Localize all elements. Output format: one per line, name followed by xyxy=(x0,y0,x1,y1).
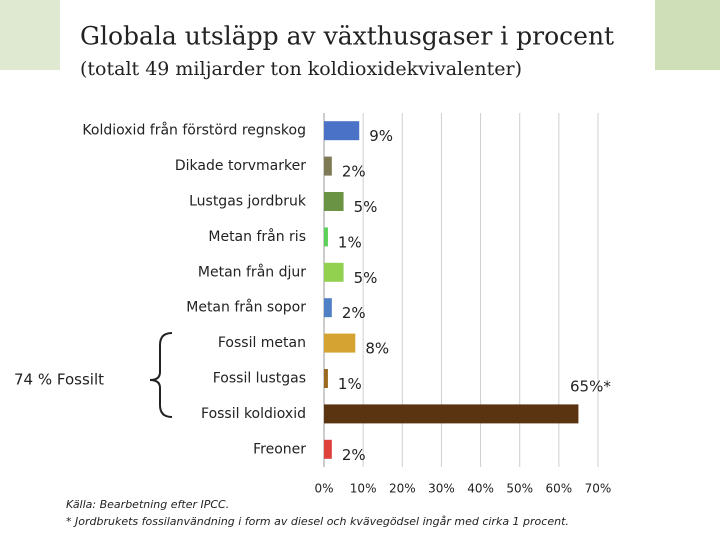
x-tick-label: 10% xyxy=(350,482,377,496)
x-tick-label: 30% xyxy=(428,482,455,496)
value-label: 2% xyxy=(342,163,366,181)
value-label: 8% xyxy=(365,340,389,358)
x-tick-label: 70% xyxy=(585,482,612,496)
bar xyxy=(324,404,579,424)
value-label: 2% xyxy=(342,446,366,464)
annotation: 74 % Fossilt xyxy=(14,371,104,389)
bar xyxy=(324,439,332,459)
bar xyxy=(324,369,328,388)
y-tick-label: Fossil lustgas xyxy=(213,371,306,387)
x-tick-label: 40% xyxy=(467,482,494,496)
y-tick-label: Dikade torvmarker xyxy=(175,158,306,174)
y-tick-label: Metan från djur xyxy=(198,263,306,280)
bar xyxy=(324,298,332,318)
bar xyxy=(324,262,344,282)
bar xyxy=(324,156,332,176)
x-tick-label: 50% xyxy=(506,482,533,496)
value-label: 5% xyxy=(354,198,378,216)
x-tick-label: 20% xyxy=(389,482,416,496)
y-tick-label: Lustgas jordbruk xyxy=(189,194,307,210)
y-tick-label: Koldioxid från förstörd regnskog xyxy=(82,122,306,139)
bar xyxy=(324,192,344,211)
bar xyxy=(324,227,328,247)
background-image xyxy=(0,0,60,70)
y-tick-label: Metan från sopor xyxy=(186,299,306,316)
footnote: * Jordbrukets fossilanvändning i form av… xyxy=(66,515,569,528)
x-tick-label: 60% xyxy=(546,482,573,496)
y-tick-label: Fossil koldioxid xyxy=(201,406,306,422)
x-tick-label: 0% xyxy=(314,482,333,496)
source: Källa: Bearbetning efter IPCC. xyxy=(66,498,229,511)
y-tick-label: Freoner xyxy=(253,441,306,457)
value-label: 65%* xyxy=(570,377,611,395)
value-label: 5% xyxy=(354,269,378,287)
background-image xyxy=(655,0,720,70)
value-label: 9% xyxy=(369,127,393,145)
value-label: 2% xyxy=(342,304,366,322)
chart-subtitle: (totalt 49 miljarder ton koldioxidekviva… xyxy=(80,58,522,80)
bracket xyxy=(149,332,173,418)
chart-title: Globala utsläpp av växthusgaser i procen… xyxy=(80,22,614,51)
value-label: 1% xyxy=(338,233,362,251)
y-tick-label: Metan från ris xyxy=(208,228,306,245)
y-tick-label: Fossil metan xyxy=(218,335,306,351)
value-label: 1% xyxy=(338,375,362,393)
bar xyxy=(324,333,356,353)
bar xyxy=(324,121,360,141)
